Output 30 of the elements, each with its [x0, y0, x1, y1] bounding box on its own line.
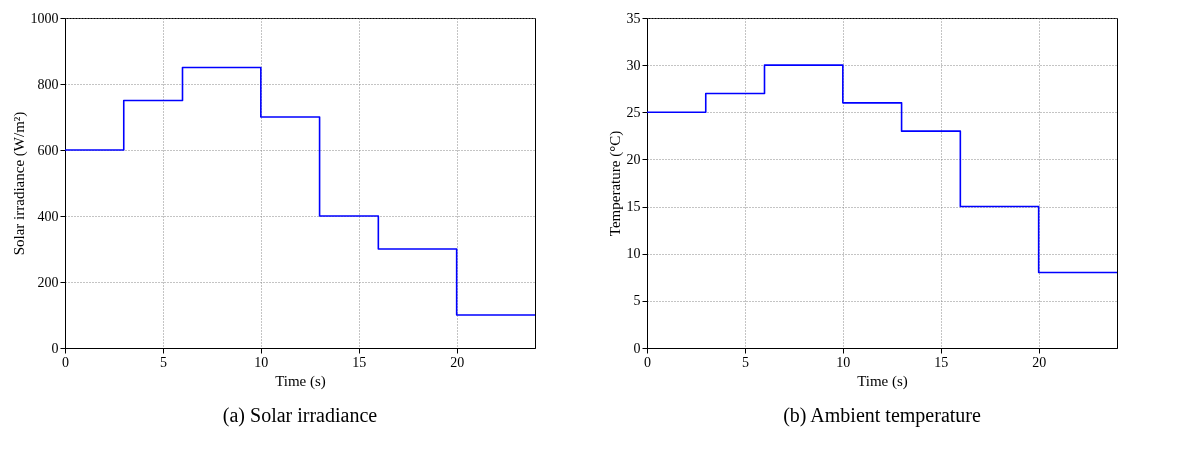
x-axis-title: Time (s): [275, 372, 326, 390]
y-axis-title: Temperature (°C): [606, 130, 624, 237]
y-tick-label: 25: [626, 104, 641, 120]
y-tick-label: 35: [626, 10, 641, 26]
x-tick-label: 10: [254, 354, 269, 370]
x-tick-label: 10: [836, 354, 851, 370]
x-axis-title: Time (s): [857, 372, 908, 390]
y-tick-label: 200: [37, 274, 59, 290]
x-tick-label: 0: [62, 354, 69, 370]
x-tick-label: 20: [450, 354, 465, 370]
x-tick-label: 0: [644, 354, 651, 370]
y-tick-label: 5: [633, 293, 641, 309]
x-tick-label: 5: [159, 354, 167, 370]
text: (a) Solar irradiance: [222, 404, 378, 427]
y-tick-label: 0: [51, 340, 59, 356]
y-axis-title: Solar irradiance (W/m²): [10, 111, 28, 256]
y-tick-label: 10: [626, 246, 641, 262]
y-tick-label: 20: [626, 151, 641, 167]
x-tick-label: 15: [934, 354, 949, 370]
y-tick-label: 1000: [30, 10, 59, 26]
text: (b) Ambient temperature: [783, 404, 981, 427]
x-tick-label: 20: [1032, 354, 1047, 370]
y-tick-label: 0: [633, 340, 641, 356]
y-tick-label: 600: [37, 142, 59, 158]
y-tick-label: 400: [37, 208, 59, 224]
y-tick-label: 15: [626, 199, 641, 215]
y-tick-label: 800: [37, 76, 59, 92]
y-tick-label: 30: [626, 57, 641, 73]
x-tick-label: 15: [352, 354, 367, 370]
x-tick-label: 5: [741, 354, 749, 370]
